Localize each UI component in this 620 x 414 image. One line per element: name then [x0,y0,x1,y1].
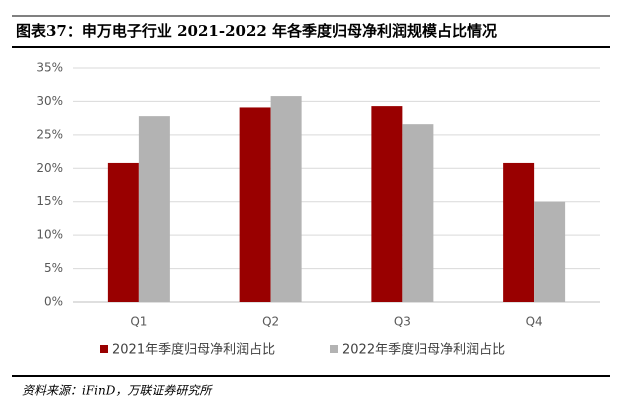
source: 资料来源：iFinD，万联证券研究所 [22,384,213,398]
legend-swatch [100,345,108,353]
bar [402,124,434,302]
x-tick-label: Q1 [130,315,147,329]
y-tick-label: 20% [36,161,63,175]
chart-title: 图表37：申万电子行业 2021-2022 年各季度归母净利润规模占比情况 [16,22,497,40]
y-tick-label: 0% [44,295,63,309]
bar [138,116,170,302]
bar [270,96,302,302]
x-tick-label: Q4 [526,315,543,329]
bar [503,162,535,302]
bar [534,201,566,302]
y-tick-label: 35% [36,61,63,75]
y-tick-label: 10% [36,228,63,242]
x-tick-label: Q2 [262,315,279,329]
legend-swatch [330,345,338,353]
legend-label: 2022年季度归母净利润占比 [342,342,505,358]
y-tick-label: 5% [44,261,63,275]
x-tick-label: Q3 [394,315,411,329]
y-tick-label: 15% [36,194,63,208]
legend-label: 2021年季度归母净利润占比 [112,342,275,358]
y-tick-label: 30% [36,94,63,108]
bar [239,107,271,303]
y-tick-label: 25% [36,127,63,141]
bar [371,106,403,302]
bar [107,162,139,302]
